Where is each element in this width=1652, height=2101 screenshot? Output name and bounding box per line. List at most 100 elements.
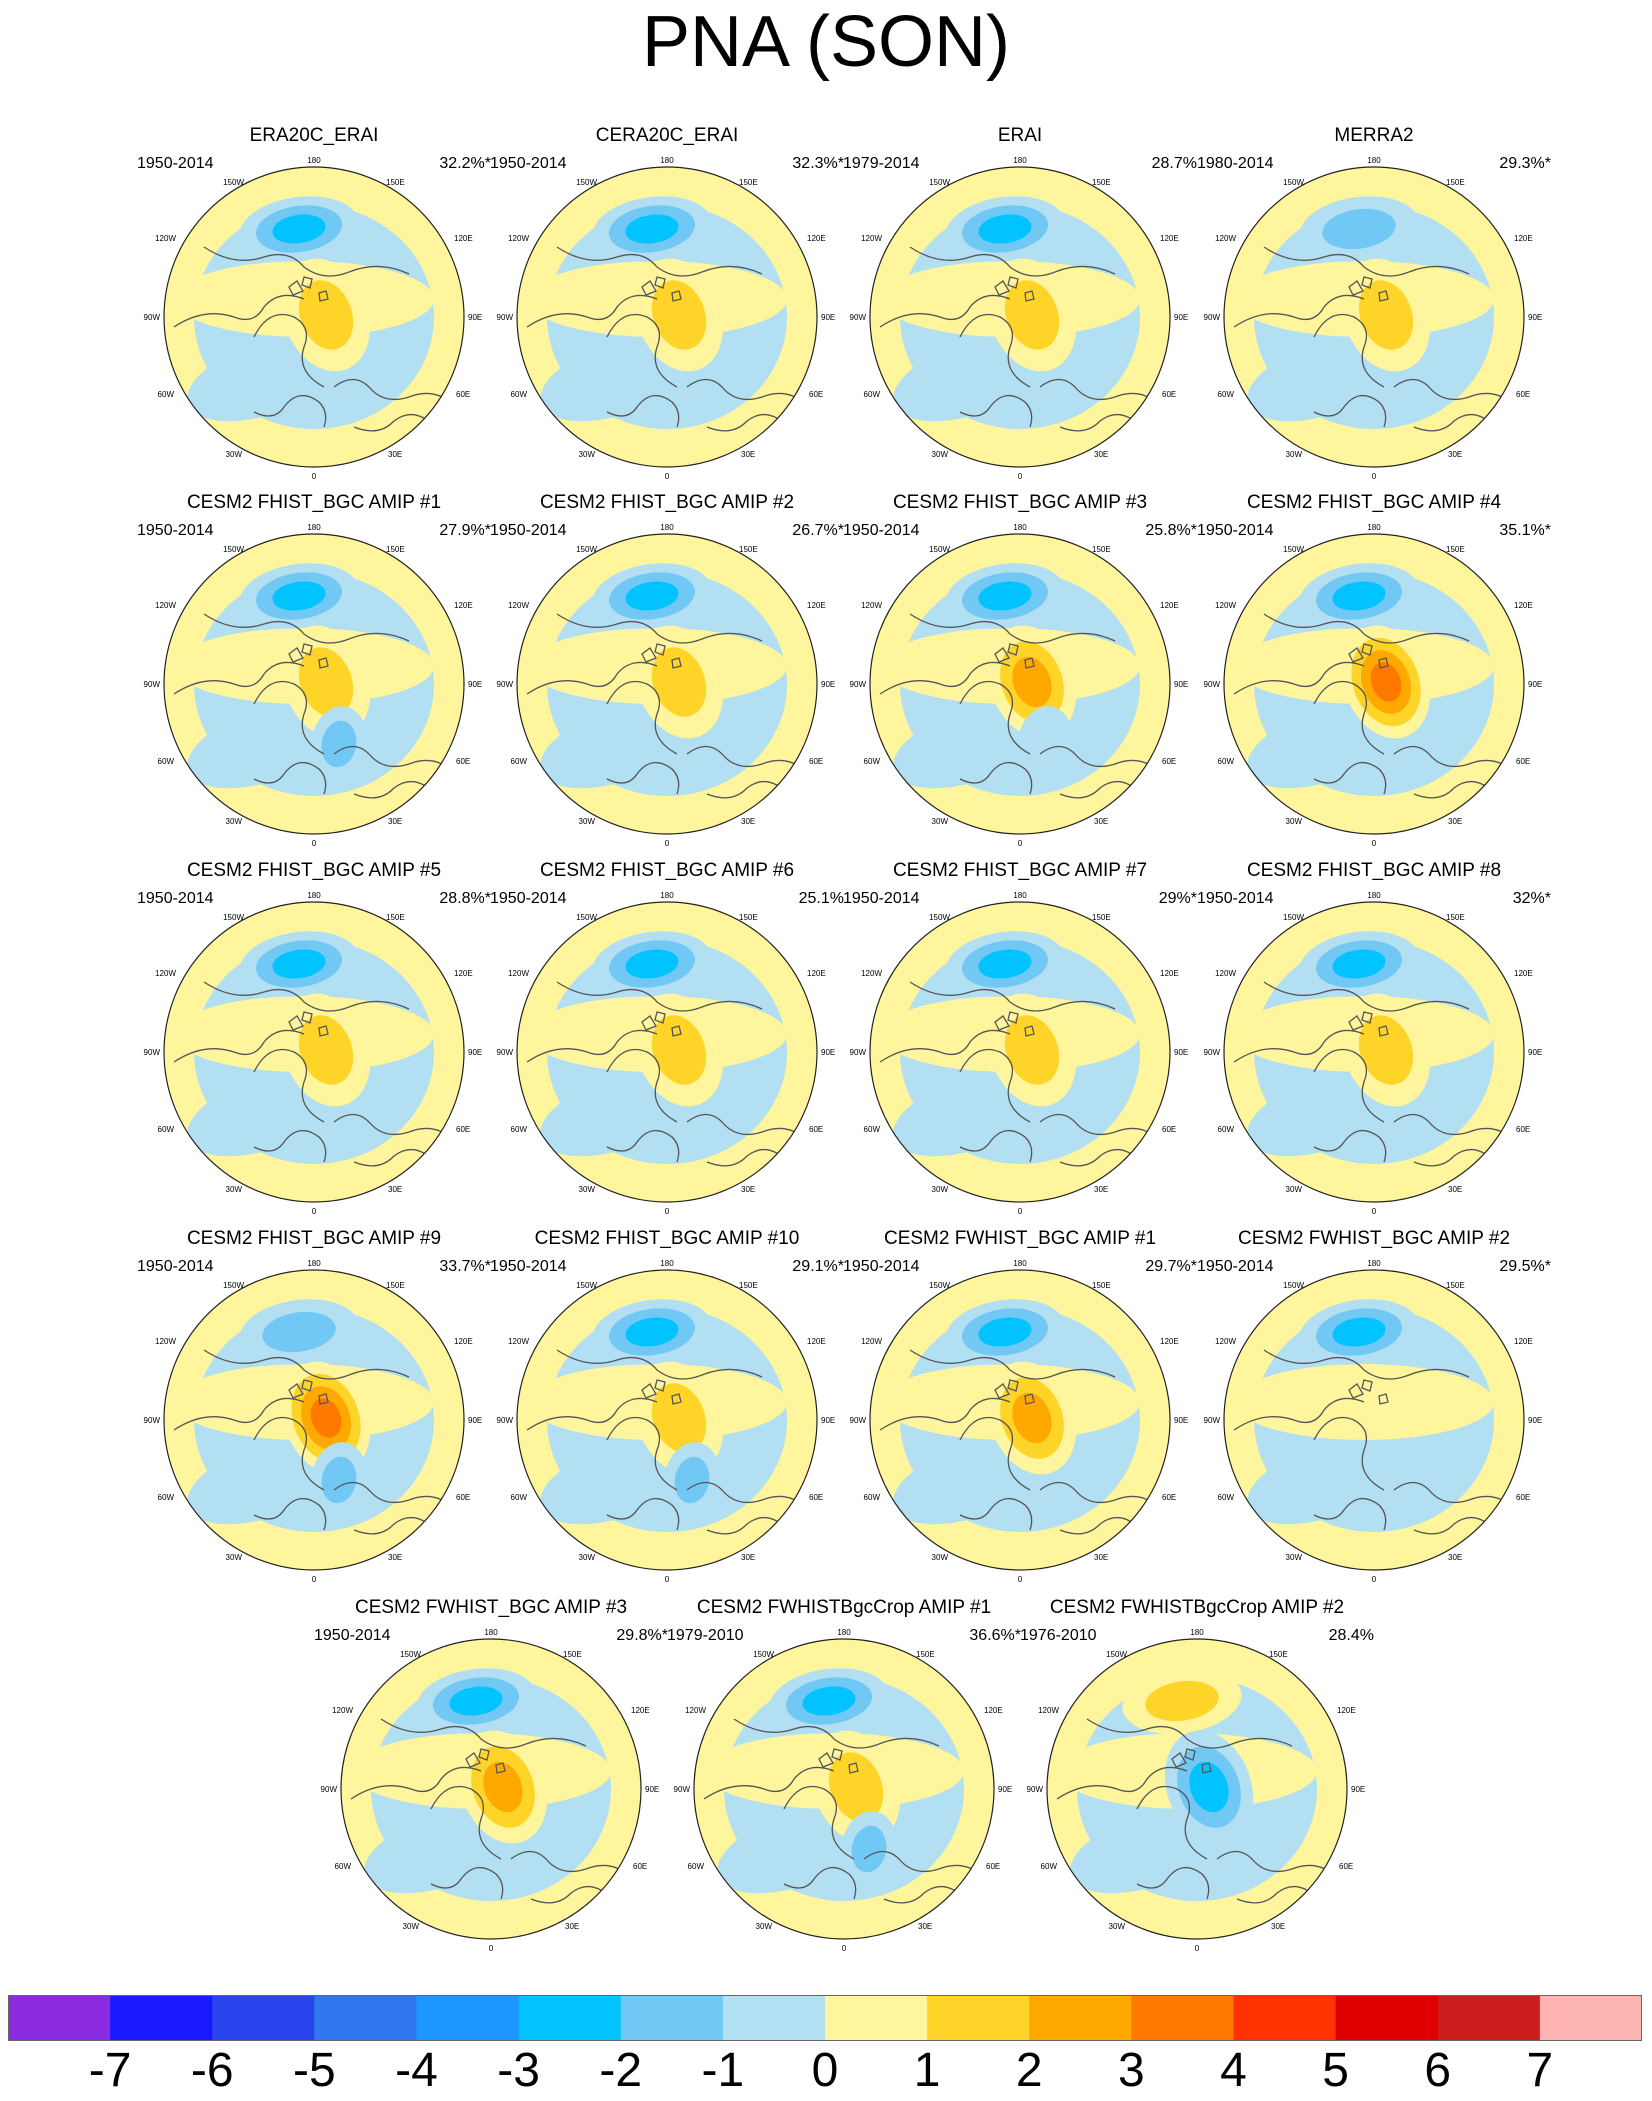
coastline [1263, 981, 1470, 1012]
colorbar-swatch [8, 1995, 111, 2041]
coastline [1313, 762, 1387, 795]
panel-period: 1950-2014 [1197, 522, 1274, 539]
longitude-label: 90W [850, 313, 867, 322]
longitude-label: 30W [226, 450, 243, 459]
coastline [353, 781, 435, 799]
panel-variance-percent: 29.3%* [1499, 155, 1551, 172]
longitude-label: 120W [508, 1337, 529, 1346]
longitude-label: 180 [1013, 156, 1027, 165]
panel-period: 1976-2010 [1020, 1627, 1097, 1644]
longitude-label: 180 [307, 523, 321, 532]
map-boundary [340, 1638, 642, 1940]
coastline [253, 762, 327, 795]
coastline [641, 1011, 682, 1037]
longitude-label: 90W [850, 1416, 867, 1425]
longitude-label: 30W [1286, 817, 1303, 826]
longitude-label: 0 [1372, 1575, 1377, 1584]
map-boundary [163, 1269, 465, 1571]
arctic-center-level-3 [1189, 1761, 1229, 1813]
longitude-label: 60E [1516, 1493, 1530, 1502]
panel-variance-percent: 28.8%* [439, 890, 491, 907]
longitude-label: 150W [576, 545, 597, 554]
arctic-center-level-2 [298, 1015, 354, 1085]
longitude-label: 150E [386, 178, 405, 187]
longitude-label: 90W [321, 1785, 338, 1794]
panel-title: CESM2 FHIST_BGC AMIP #3 [892, 492, 1148, 513]
coastline [1059, 781, 1141, 799]
longitude-label: 90W [497, 1048, 514, 1057]
longitude-label: 60W [158, 390, 175, 399]
map-boundary [516, 533, 818, 835]
coastline [909, 1349, 1116, 1380]
panel-variance-percent: 35.1%* [1499, 522, 1551, 539]
coastline [1393, 378, 1515, 406]
coastline [1348, 1011, 1389, 1037]
longitude-label: 90W [144, 1416, 161, 1425]
panel-period: 1950-2014 [490, 890, 567, 907]
coastline [994, 643, 1035, 669]
longitude-label: 150W [1283, 178, 1304, 187]
panel-title: CESM2 FWHIST_BGC AMIP #2 [1237, 1228, 1511, 1249]
panel-period: 1950-2014 [137, 155, 214, 172]
map-boundary [693, 1638, 995, 1940]
colorbar-swatch [1233, 1995, 1337, 2041]
colorbar-swatch [518, 1995, 622, 2041]
colorbar-frame [8, 1995, 1642, 2041]
coastline [333, 1113, 455, 1141]
colorbar-swatch [1131, 1995, 1235, 2041]
longitude-label: 0 [1372, 839, 1377, 848]
panel-title: CESM2 FWHIST_BGC AMIP #1 [883, 1228, 1157, 1249]
longitude-label: 30E [1448, 1553, 1462, 1562]
coastline [606, 762, 680, 795]
longitude-label: 60E [809, 1493, 823, 1502]
longitude-label: 90E [1174, 1048, 1188, 1057]
panel-variance-percent: 29.1%* [792, 1258, 844, 1275]
longitude-label: 30W [226, 1185, 243, 1194]
longitude-label: 60E [456, 1493, 470, 1502]
pacific-center-level-2 [1145, 1680, 1219, 1722]
map-field [694, 1639, 994, 1939]
longitude-label: 30W [1109, 1922, 1126, 1931]
longitude-label: 30E [388, 450, 402, 459]
coastline [606, 313, 678, 388]
coastline [465, 1748, 506, 1774]
polar-map: 180 150W 150E 120W 120E 90W 90E 60W 60E 30W 30E 0 [1204, 156, 1543, 481]
longitude-label: 90E [468, 1048, 482, 1057]
map-field [1224, 902, 1524, 1202]
longitude-label: 150E [386, 1281, 405, 1290]
polar-map: 180 150W 150E 120W 120E 90W 90E 60W 60E 30W 30E 0 [850, 891, 1189, 1216]
polar-map: 180 150W 150E 120W 120E 90W 90E 60W 60E 30W 30E 0 [321, 1628, 660, 1953]
coastline [526, 1029, 658, 1063]
arctic-center-level-3 [1012, 656, 1052, 708]
colorbar-swatch [314, 1995, 418, 2041]
longitude-label: 60E [1339, 1862, 1353, 1871]
coastline [380, 1718, 587, 1749]
panel-period: 1950-2014 [843, 522, 920, 539]
polar-map: 180 150W 150E 120W 120E 90W 90E 60W 60E 30W 30E 0 [497, 1259, 836, 1584]
coastline [526, 661, 658, 695]
longitude-label: 90W [850, 1048, 867, 1057]
polar-map: 180 150W 150E 120W 120E 90W 90E 60W 60E 30W 30E 0 [497, 156, 836, 481]
longitude-label: 30W [579, 450, 596, 459]
longitude-label: 150E [1092, 1281, 1111, 1290]
pacific-center-level-3 [978, 214, 1032, 244]
longitude-label: 90E [1528, 1416, 1542, 1425]
panel-variance-percent: 25.1% [798, 890, 844, 907]
panel-title: CERA20C_ERAI [595, 125, 739, 146]
longitude-label: 150E [739, 1281, 758, 1290]
panel-period: 1950-2014 [843, 1258, 920, 1275]
coastline [526, 1397, 658, 1431]
coastline [333, 745, 455, 773]
coastline [288, 1011, 329, 1037]
longitude-label: 30E [1271, 1922, 1285, 1931]
longitude-label: 180 [1367, 156, 1381, 165]
panel-variance-percent: 26.7%* [792, 522, 844, 539]
polar-map: 180 150W 150E 120W 120E 90W 90E 60W 60E 30W 30E 0 [850, 523, 1189, 848]
polar-map: 180 150W 150E 120W 120E 90W 90E 60W 60E 30W 30E 0 [1204, 891, 1543, 1216]
coastline [173, 661, 305, 695]
longitude-label: 150W [400, 1650, 421, 1659]
longitude-label: 60W [864, 1125, 881, 1134]
coastline [879, 1397, 1011, 1431]
map-boundary [516, 1269, 818, 1571]
longitude-label: 120E [1160, 969, 1179, 978]
